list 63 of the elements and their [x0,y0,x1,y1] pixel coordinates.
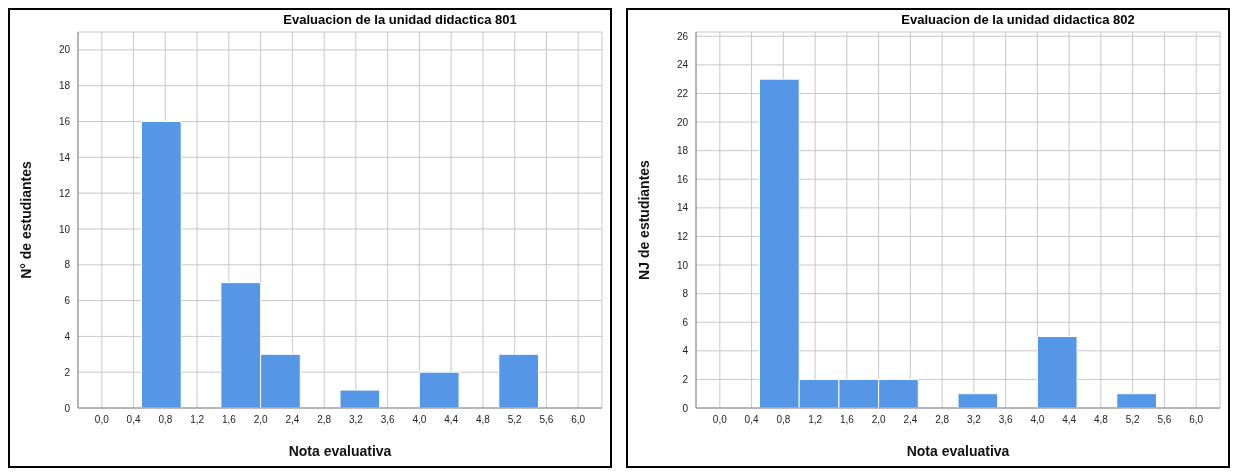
x-tick-label: 2,8 [935,414,950,426]
y-tick-label: 20 [676,116,689,128]
y-tick-label: 18 [58,80,71,92]
y-tick-label: 0 [682,402,689,414]
x-tick-label: 3,2 [966,414,982,426]
x-tick-label: 6,0 [1189,414,1204,426]
x-tick-label: 1,6 [839,414,855,426]
x-axis-title: Nota evaluativa [906,443,1010,459]
y-tick-label: 6 [682,316,689,328]
x-tick-label: 3,2 [348,414,364,426]
x-tick-label: 2,0 [253,414,268,426]
x-tick-label: 0,8 [776,414,791,426]
x-tick-label: 5,2 [507,414,523,426]
x-tick-label: 0,4 [744,414,759,426]
x-tick-label: 4,8 [475,414,491,426]
y-axis-title: N° de estudiantes [17,160,34,279]
x-tick-label: 2,0 [871,414,886,426]
y-tick-label: 18 [676,145,689,157]
x-tick-label: 4,4 [1062,414,1077,426]
y-tick-label: 14 [58,151,71,163]
y-tick-label: 0 [64,402,71,414]
x-tick-label: 5,6 [539,414,554,426]
x-tick-label: 4,0 [1030,414,1045,426]
y-tick-label: 16 [58,116,71,128]
x-tick-label: 6,0 [571,414,586,426]
x-tick-label: 5,6 [1157,414,1172,426]
x-tick-label: 2,4 [903,414,918,426]
y-tick-label: 10 [676,259,689,271]
y-axis-title: NJ de estudiantes [635,159,652,280]
chart-title: Evaluacion de la unidad didactica 802 [900,12,1136,27]
x-tick-label: 2,8 [317,414,332,426]
y-tick-label: 24 [676,59,689,71]
y-tick-label: 8 [64,259,71,271]
y-tick-label: 12 [676,230,689,242]
chart-title: Evaluacion de la unidad didactica 801 [282,12,518,27]
x-axis-title: Nota evaluativa [288,443,392,459]
y-tick-label: 14 [676,202,689,214]
x-tick-label: 0,0 [94,414,110,426]
y-tick-label: 8 [682,288,689,300]
x-tick-label: 1,2 [190,414,205,426]
y-tick-label: 10 [58,223,71,235]
x-tick-label: 0,8 [158,414,173,426]
x-tick-label: 0,0 [712,414,728,426]
x-tick-label: 4,0 [412,414,427,426]
y-tick-label: 22 [676,88,689,100]
y-tick-label: 6 [64,295,71,307]
y-tick-label: 2 [682,373,689,385]
y-tick-label: 2 [64,366,71,378]
y-tick-label: 12 [58,187,71,199]
x-tick-label: 5,2 [1125,414,1141,426]
y-tick-label: 4 [64,330,71,342]
y-tick-label: 16 [676,173,689,185]
y-tick-label: 26 [676,30,689,42]
x-tick-label: 0,4 [126,414,141,426]
y-tick-label: 4 [682,345,689,357]
x-tick-label: 4,8 [1093,414,1109,426]
x-tick-label: 1,6 [221,414,237,426]
x-tick-label: 3,6 [998,414,1014,426]
x-tick-label: 3,6 [380,414,396,426]
x-tick-label: 4,4 [444,414,459,426]
y-tick-label: 20 [58,44,71,56]
x-tick-label: 2,4 [285,414,300,426]
x-tick-label: 1,2 [808,414,823,426]
